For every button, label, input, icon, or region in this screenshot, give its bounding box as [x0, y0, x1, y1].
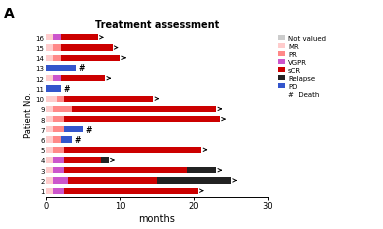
Bar — [46, 127, 53, 133]
Bar — [101, 157, 109, 163]
Bar — [46, 147, 53, 153]
Bar — [53, 35, 61, 41]
Bar — [53, 76, 61, 82]
Bar — [157, 178, 231, 184]
Bar — [46, 86, 61, 92]
Bar — [64, 188, 198, 194]
Bar — [64, 147, 201, 153]
Bar — [64, 157, 101, 163]
Bar — [64, 96, 153, 102]
Bar — [46, 45, 53, 51]
Bar — [53, 55, 61, 62]
Bar — [46, 96, 57, 102]
Bar — [61, 137, 72, 143]
Bar — [46, 55, 53, 62]
Text: #: # — [86, 125, 92, 134]
Bar — [68, 178, 157, 184]
Bar — [46, 188, 53, 194]
Legend: Not valued, MR, PR, VGPR, sCR, Relapse, PD, #  Death: Not valued, MR, PR, VGPR, sCR, Relapse, … — [278, 35, 326, 97]
Bar — [72, 106, 216, 112]
Bar — [64, 167, 187, 174]
Bar — [46, 117, 53, 123]
Bar — [53, 137, 61, 143]
Bar — [61, 76, 105, 82]
Bar — [53, 157, 64, 163]
Bar — [46, 76, 53, 82]
Y-axis label: Patient No.: Patient No. — [24, 92, 33, 137]
Text: #: # — [75, 136, 81, 144]
Bar — [53, 106, 72, 112]
Bar — [46, 178, 53, 184]
Text: #: # — [79, 64, 85, 73]
Bar — [53, 45, 61, 51]
Bar — [46, 157, 53, 163]
Bar — [53, 117, 64, 123]
Bar — [64, 117, 220, 123]
Bar — [46, 137, 53, 143]
Title: Treatment assessment: Treatment assessment — [95, 20, 219, 30]
Bar — [46, 167, 53, 174]
Text: #: # — [64, 85, 70, 93]
Bar — [61, 55, 120, 62]
Bar — [53, 167, 64, 174]
Bar — [46, 106, 53, 112]
X-axis label: months: months — [139, 213, 175, 223]
Bar — [61, 45, 113, 51]
Bar — [57, 96, 64, 102]
Bar — [53, 188, 64, 194]
Bar — [46, 35, 53, 41]
Bar — [53, 147, 64, 153]
Bar — [53, 127, 64, 133]
Bar — [53, 178, 68, 184]
Bar — [64, 127, 83, 133]
Bar — [187, 167, 216, 174]
Bar — [46, 66, 75, 72]
Bar — [61, 35, 98, 41]
Text: A: A — [4, 7, 15, 21]
